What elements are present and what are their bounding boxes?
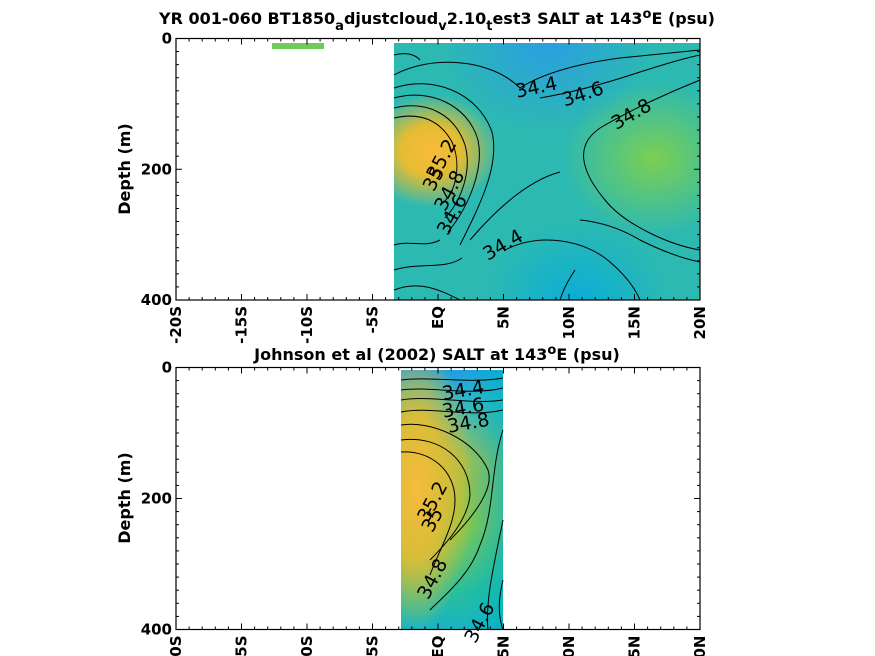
top-y-axis-label: Depth (m) [115, 123, 134, 215]
y-tick-label: 0 [162, 30, 172, 48]
x-tick-label: 20N [691, 636, 709, 656]
x-tick-label: -15S [233, 636, 251, 656]
top-panel-title: YR 001-060 BT1850adjustcloudv2.10test3 S… [158, 7, 715, 34]
x-tick-label: 15N [626, 306, 644, 339]
bottom-contour-lines [400, 377, 504, 631]
x-tick-label: -10S [298, 306, 316, 344]
bottom-y-axis-label: Depth (m) [115, 452, 134, 544]
x-tick-label: EQ [429, 306, 447, 329]
x-tick-label: -10S [298, 636, 316, 656]
bottom-panel-title: Johnson et al (2002) SALT at 143oE (psu) [253, 343, 620, 364]
y-tick-label: 0 [162, 359, 172, 377]
x-tick-label: 20N [691, 306, 709, 339]
bottom-panel: Johnson et al (2002) SALT at 143oE (psu)… [115, 343, 709, 656]
y-tick-label: 400 [141, 291, 172, 309]
bottom-x-axis: -20S -15S -10S -5S EQ 5N 10N 15N 20N [167, 367, 709, 656]
top-x-axis: -20S -15S -10S -5S EQ 5N 10N 15N 20N [167, 38, 709, 344]
y-tick-label: 400 [141, 621, 172, 639]
x-tick-label: 10N [560, 636, 578, 656]
y-tick-label: 200 [141, 160, 172, 178]
x-tick-label: 15N [626, 636, 644, 656]
top-salinity-field [394, 43, 700, 300]
x-tick-label: 10N [560, 306, 578, 339]
x-tick-label: -20S [167, 306, 185, 344]
top-y-axis: 0 200 400 [141, 30, 700, 309]
x-tick-label: -5S [364, 636, 382, 656]
x-tick-label: -15S [233, 306, 251, 344]
x-tick-label: -5S [364, 306, 382, 333]
bottom-salinity-field [401, 370, 503, 630]
x-tick-label: 5N [495, 306, 513, 329]
top-panel: YR 001-060 BT1850adjustcloudv2.10test3 S… [115, 7, 715, 344]
bottom-y-axis: 0 200 400 [141, 359, 700, 639]
x-tick-label: EQ [429, 636, 447, 656]
x-tick-label: 5N [495, 636, 513, 656]
top-contour-lines [393, 49, 701, 301]
x-tick-label: -20S [167, 636, 185, 656]
y-tick-label: 200 [141, 490, 172, 508]
top-legend-patch [272, 43, 324, 49]
